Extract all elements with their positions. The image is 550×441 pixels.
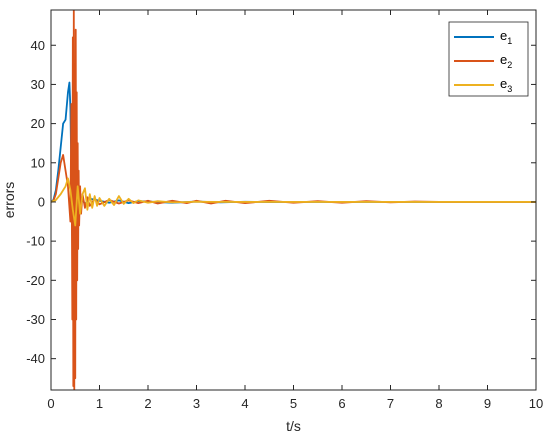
legend-label-subscript: 3 <box>507 84 512 94</box>
legend-label-e3: e3 <box>500 76 512 94</box>
y-tick-label: 20 <box>31 116 45 131</box>
x-tick-label: 4 <box>241 396 248 411</box>
x-tick-label: 6 <box>338 396 345 411</box>
series-layer <box>51 10 536 390</box>
x-tick-label: 10 <box>529 396 543 411</box>
y-tick-label: -20 <box>26 273 45 288</box>
legend-label-main: e <box>500 52 507 67</box>
x-axis-ticks: 0 1 2 3 4 5 6 7 8 9 10 <box>47 10 543 411</box>
legend-label-main: e <box>500 28 507 43</box>
y-axis-ticks: -40 -30 -20 -10 0 10 20 30 40 <box>26 38 536 366</box>
y-tick-label: -10 <box>26 234 45 249</box>
y-tick-label: 30 <box>31 77 45 92</box>
y-tick-label: 40 <box>31 38 45 53</box>
legend-label-main: e <box>500 76 507 91</box>
x-tick-label: 1 <box>96 396 103 411</box>
y-tick-label: 0 <box>38 194 45 209</box>
x-tick-label: 9 <box>484 396 491 411</box>
x-tick-label: 5 <box>290 396 297 411</box>
x-tick-label: 2 <box>144 396 151 411</box>
x-axis-label: t/s <box>286 418 301 434</box>
legend-box <box>448 21 529 97</box>
x-tick-label: 3 <box>193 396 200 411</box>
x-tick-label: 7 <box>387 396 394 411</box>
x-tick-label: 8 <box>435 396 442 411</box>
y-tick-label: -30 <box>26 312 45 327</box>
x-tick-label: 0 <box>47 396 54 411</box>
y-axis-label: errors <box>1 182 17 219</box>
y-tick-label: 10 <box>31 155 45 170</box>
y-tick-label: -40 <box>26 351 45 366</box>
series-line-e3 <box>51 177 536 227</box>
legend-label-subscript: 1 <box>507 36 512 46</box>
legend-label-e2: e2 <box>500 52 512 70</box>
legend-label-subscript: 2 <box>507 60 512 70</box>
legend-label-e1: e1 <box>500 28 512 46</box>
